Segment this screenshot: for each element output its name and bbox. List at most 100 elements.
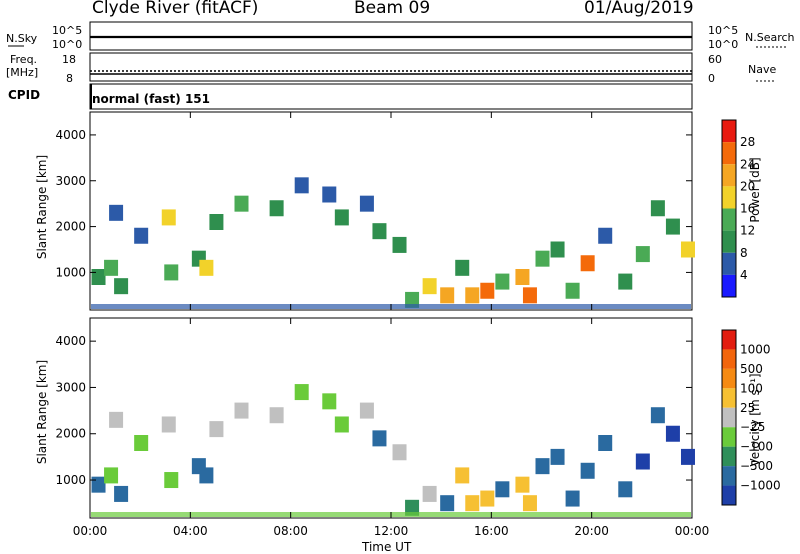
power-ytick-label-0: 1000 [55,265,86,279]
power-colorbar-tick-3: 16 [740,202,755,216]
power-colorbar-tick-2: 20 [740,179,755,193]
velocity-cell-17 [392,444,407,461]
velocity-cell-36 [680,448,695,465]
power-colorbar-bin-5 [722,230,736,253]
power-ytick-label-2: 3000 [55,174,86,188]
power-cell-9 [209,214,224,230]
velocity-cell-31 [598,435,613,451]
velocity-colorbar-tick-1: 500 [740,362,763,376]
xtick-label-2: 08:00 [273,524,308,538]
velocity-ytick-label-1: 2000 [55,427,86,441]
velocity-colorbar-frame [721,329,737,506]
velocity-cell-27 [535,458,550,475]
velocity-cell-16 [372,430,387,447]
velocity-cell-3 [114,485,129,502]
power-cell-30 [580,255,595,272]
velocity-colorbar-bin-6 [722,446,736,467]
velocity-cell-24 [495,481,510,498]
power-cell-25 [515,269,530,285]
velocity-ytick-label-0: 1000 [55,473,86,487]
power-cell-1 [104,259,119,276]
velocity-colorbar-bin-7 [722,466,736,486]
freq-panel-frame [89,52,693,82]
velocity-colorbar-bin-8 [722,485,736,505]
velocity-colorbar-bin-3 [722,388,736,408]
power-cell-33 [635,246,650,263]
power-cell-16 [372,223,387,240]
freq-unit-label: [MHz] [6,66,39,79]
velocity-cell-2 [109,411,124,428]
nsky-label: N.Sky [6,32,38,45]
power-colorbar-tick-6: 4 [740,268,748,282]
velocity-cell-26 [522,495,537,512]
velocity-cell-11 [269,407,284,424]
power-colorbar-bin-1 [722,142,736,165]
velocity-cell-4 [134,435,149,451]
freq-tick-bottom: 8 [66,72,73,85]
xtick-label-0: 00:00 [73,524,108,538]
velocity-colorbar-tick-2: 100 [740,381,763,395]
power-colorbar-tick-5: 8 [740,246,748,260]
power-cell-28 [550,241,565,258]
velocity-colorbar-bin-2 [722,368,736,389]
power-cell-34 [650,200,665,217]
velocity-cell-35 [665,425,680,442]
velocity-cell-23 [480,490,495,507]
power-cell-31 [598,227,613,244]
power-cell-12 [294,177,309,194]
nsearch-tick-top: 10^5 [708,24,739,37]
power-cell-27 [535,250,550,267]
nsky-tick-bottom: 10^0 [52,38,83,51]
power-colorbar-bin-4 [722,208,736,231]
power-cell-11 [269,200,284,217]
velocity-cell-30 [580,462,595,479]
power-cell-4 [134,227,149,244]
nsearch-label: N.Search [745,31,795,44]
xtick-label-3: 12:00 [374,524,409,538]
power-colorbar-tick-4: 12 [740,224,755,238]
freq-label: Freq. [10,53,38,66]
velocity-cell-34 [650,407,665,424]
power-colorbar-bin-2 [722,164,736,187]
cpid-panel-frame [89,83,693,110]
power-ytick-label-1: 2000 [55,220,86,234]
velocity-cell-20 [440,495,455,512]
panel-power-frame [89,111,693,311]
panel-velocity-frame [89,317,693,519]
power-cell-35 [665,218,680,235]
velocity-cell-14 [334,416,349,433]
velocity-cell-33 [635,453,650,470]
power-colorbar-bin-3 [722,186,736,209]
freq-tick-top: 18 [62,53,76,66]
power-cell-14 [334,209,349,226]
power-cell-36 [680,241,695,258]
power-cell-6 [164,264,179,281]
velocity-colorbar-tick-6: −500 [740,459,773,473]
power-cell-26 [522,287,537,304]
velocity-cell-21 [455,467,470,484]
power-colorbar-bin-6 [722,252,736,275]
velocity-colorbar-bin-5 [722,427,736,447]
velocity-cell-28 [550,448,565,465]
velocity-ytick-label-3: 4000 [55,334,86,348]
xtick-label-6: 00:00 [675,524,710,538]
xtick-label-1: 04:00 [173,524,208,538]
nsky-tick-top: 10^5 [52,24,83,37]
power-cell-0 [91,269,106,285]
plot-title-beam: Beam 09 [354,0,431,18]
power-colorbar-tick-1: 24 [740,157,755,171]
power-cell-22 [465,287,480,304]
power-cell-15 [359,195,374,212]
velocity-cell-12 [294,384,309,401]
power-ytick-label-3: 4000 [55,128,86,142]
velocity-cell-9 [209,421,224,438]
velocity-colorbar-tick-3: 25 [740,401,755,415]
power-cell-5 [161,209,176,226]
power-cell-17 [392,236,407,253]
velocity-cell-10 [234,402,249,419]
nave-tick-top: 60 [708,53,722,66]
power-cell-18 [405,291,420,308]
velocity-colorbar-tick-5: −100 [740,440,773,454]
power-cell-29 [565,282,580,299]
